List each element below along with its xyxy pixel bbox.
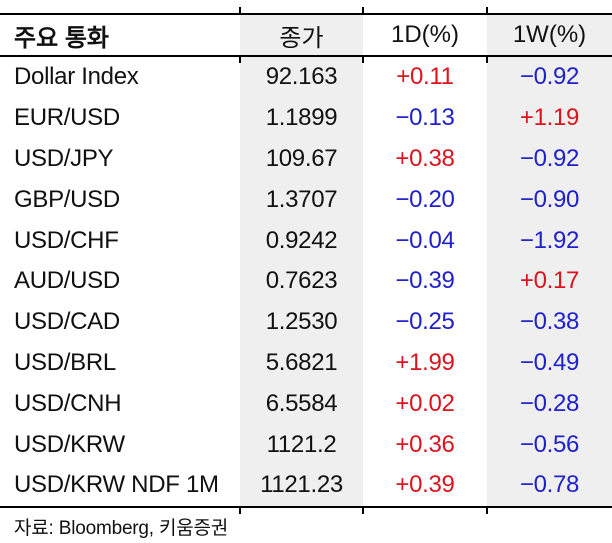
table-row: USD/KRW NDF 1M 1121.23 +0.39 −0.78 [0,464,612,506]
column-divider-tick [239,7,241,13]
change-1d-cell: −0.39 [395,267,455,295]
table-header-row: 주요 통화 종가 1D(%) 1W(%) [0,15,612,55]
close-price-cell: 1121.2 [240,424,363,465]
column-divider-tick [362,57,364,63]
change-1w-cell: −1.92 [487,220,612,261]
currency-name-cell: USD/BRL [14,348,116,376]
currency-name-cell: USD/JPY [14,144,114,172]
table-row: USD/JPY 109.67 +0.38 −0.92 [0,138,612,180]
change-1w-cell: −0.28 [487,383,612,425]
change-1d-cell: +0.11 [396,63,454,91]
change-1w-cell: −0.92 [487,57,612,98]
close-price-cell: 1.1899 [240,97,363,139]
table-row: USD/CHF 0.9242 −0.04 −1.92 [0,220,612,261]
change-1w-cell: −0.56 [487,424,612,465]
close-price-cell: 0.7623 [240,260,363,302]
change-1w-cell: −0.90 [487,179,612,221]
change-1w-cell: +0.17 [487,260,612,302]
table-row: USD/BRL 5.6821 +1.99 −0.49 [0,342,612,384]
column-divider-tick [362,507,364,514]
currency-name-cell: USD/KRW NDF 1M [14,471,219,499]
change-1d-cell: −0.25 [395,308,455,336]
column-header-close: 종가 [240,15,363,55]
close-price-cell: 109.67 [240,138,363,180]
change-1d-cell: −0.20 [395,185,455,213]
table-bottom-rule [0,505,612,514]
change-1d-cell: +0.02 [395,389,455,417]
change-1w-cell: −0.49 [487,342,612,384]
column-divider-tick [486,7,488,13]
column-header-1w: 1W(%) [487,15,612,55]
change-1d-cell: −0.13 [395,104,455,132]
source-note: 자료: Bloomberg, 키움증권 [14,518,229,539]
close-price-cell: 1121.23 [240,464,363,506]
table-row: Dollar Index 92.163 +0.11 −0.92 [0,57,612,98]
change-1d-cell: +0.36 [395,430,455,458]
column-divider-tick [362,7,364,13]
currency-name-cell: AUD/USD [14,267,120,295]
currency-table: 주요 통화 종가 1D(%) 1W(%) Dollar Index 92.163 +… [0,7,612,514]
column-divider-tick [486,507,488,514]
table-row: USD/CNH 6.5584 +0.02 −0.28 [0,383,612,425]
close-price-cell: 1.2530 [240,301,363,343]
table-row: EUR/USD 1.1899 −0.13 +1.19 [0,97,612,139]
table-row: USD/KRW 1121.2 +0.36 −0.56 [0,424,612,465]
change-1w-cell: +1.19 [487,97,612,139]
change-1d-cell: +1.99 [395,348,455,376]
change-1w-cell: −0.78 [487,464,612,506]
table-top-rule [0,7,612,15]
close-price-cell: 92.163 [240,57,363,98]
close-price-cell: 0.9242 [240,220,363,261]
change-1w-cell: −0.38 [487,301,612,343]
change-1d-cell: +0.38 [395,144,455,172]
change-1d-cell: +0.39 [395,471,455,499]
currency-name-cell: USD/CNH [14,389,122,417]
currency-name-cell: USD/CAD [14,308,120,336]
close-price-cell: 1.3707 [240,179,363,221]
close-price-cell: 6.5584 [240,383,363,425]
currency-name-cell: GBP/USD [14,185,120,213]
currency-name-cell: Dollar Index [14,63,139,91]
change-1w-cell: −0.92 [487,138,612,180]
currency-name-cell: USD/CHF [14,226,119,254]
currency-name-cell: USD/KRW [14,430,125,458]
currency-name-cell: EUR/USD [14,104,120,132]
table-row: USD/CAD 1.2530 −0.25 −0.38 [0,301,612,343]
change-1d-cell: −0.04 [395,226,455,254]
close-price-cell: 5.6821 [240,342,363,384]
column-divider-tick [486,57,488,63]
column-header-1d: 1D(%) [390,21,459,48]
column-divider-tick [239,507,241,514]
column-divider-tick [239,57,241,63]
table-header-rule [0,55,612,63]
table-body: Dollar Index 92.163 +0.11 −0.92 EUR/USD 1.189… [0,57,612,506]
table-row: AUD/USD 0.7623 −0.39 +0.17 [0,260,612,302]
table-title: 주요 통화 [14,24,109,52]
table-row: GBP/USD 1.3707 −0.20 −0.90 [0,179,612,221]
